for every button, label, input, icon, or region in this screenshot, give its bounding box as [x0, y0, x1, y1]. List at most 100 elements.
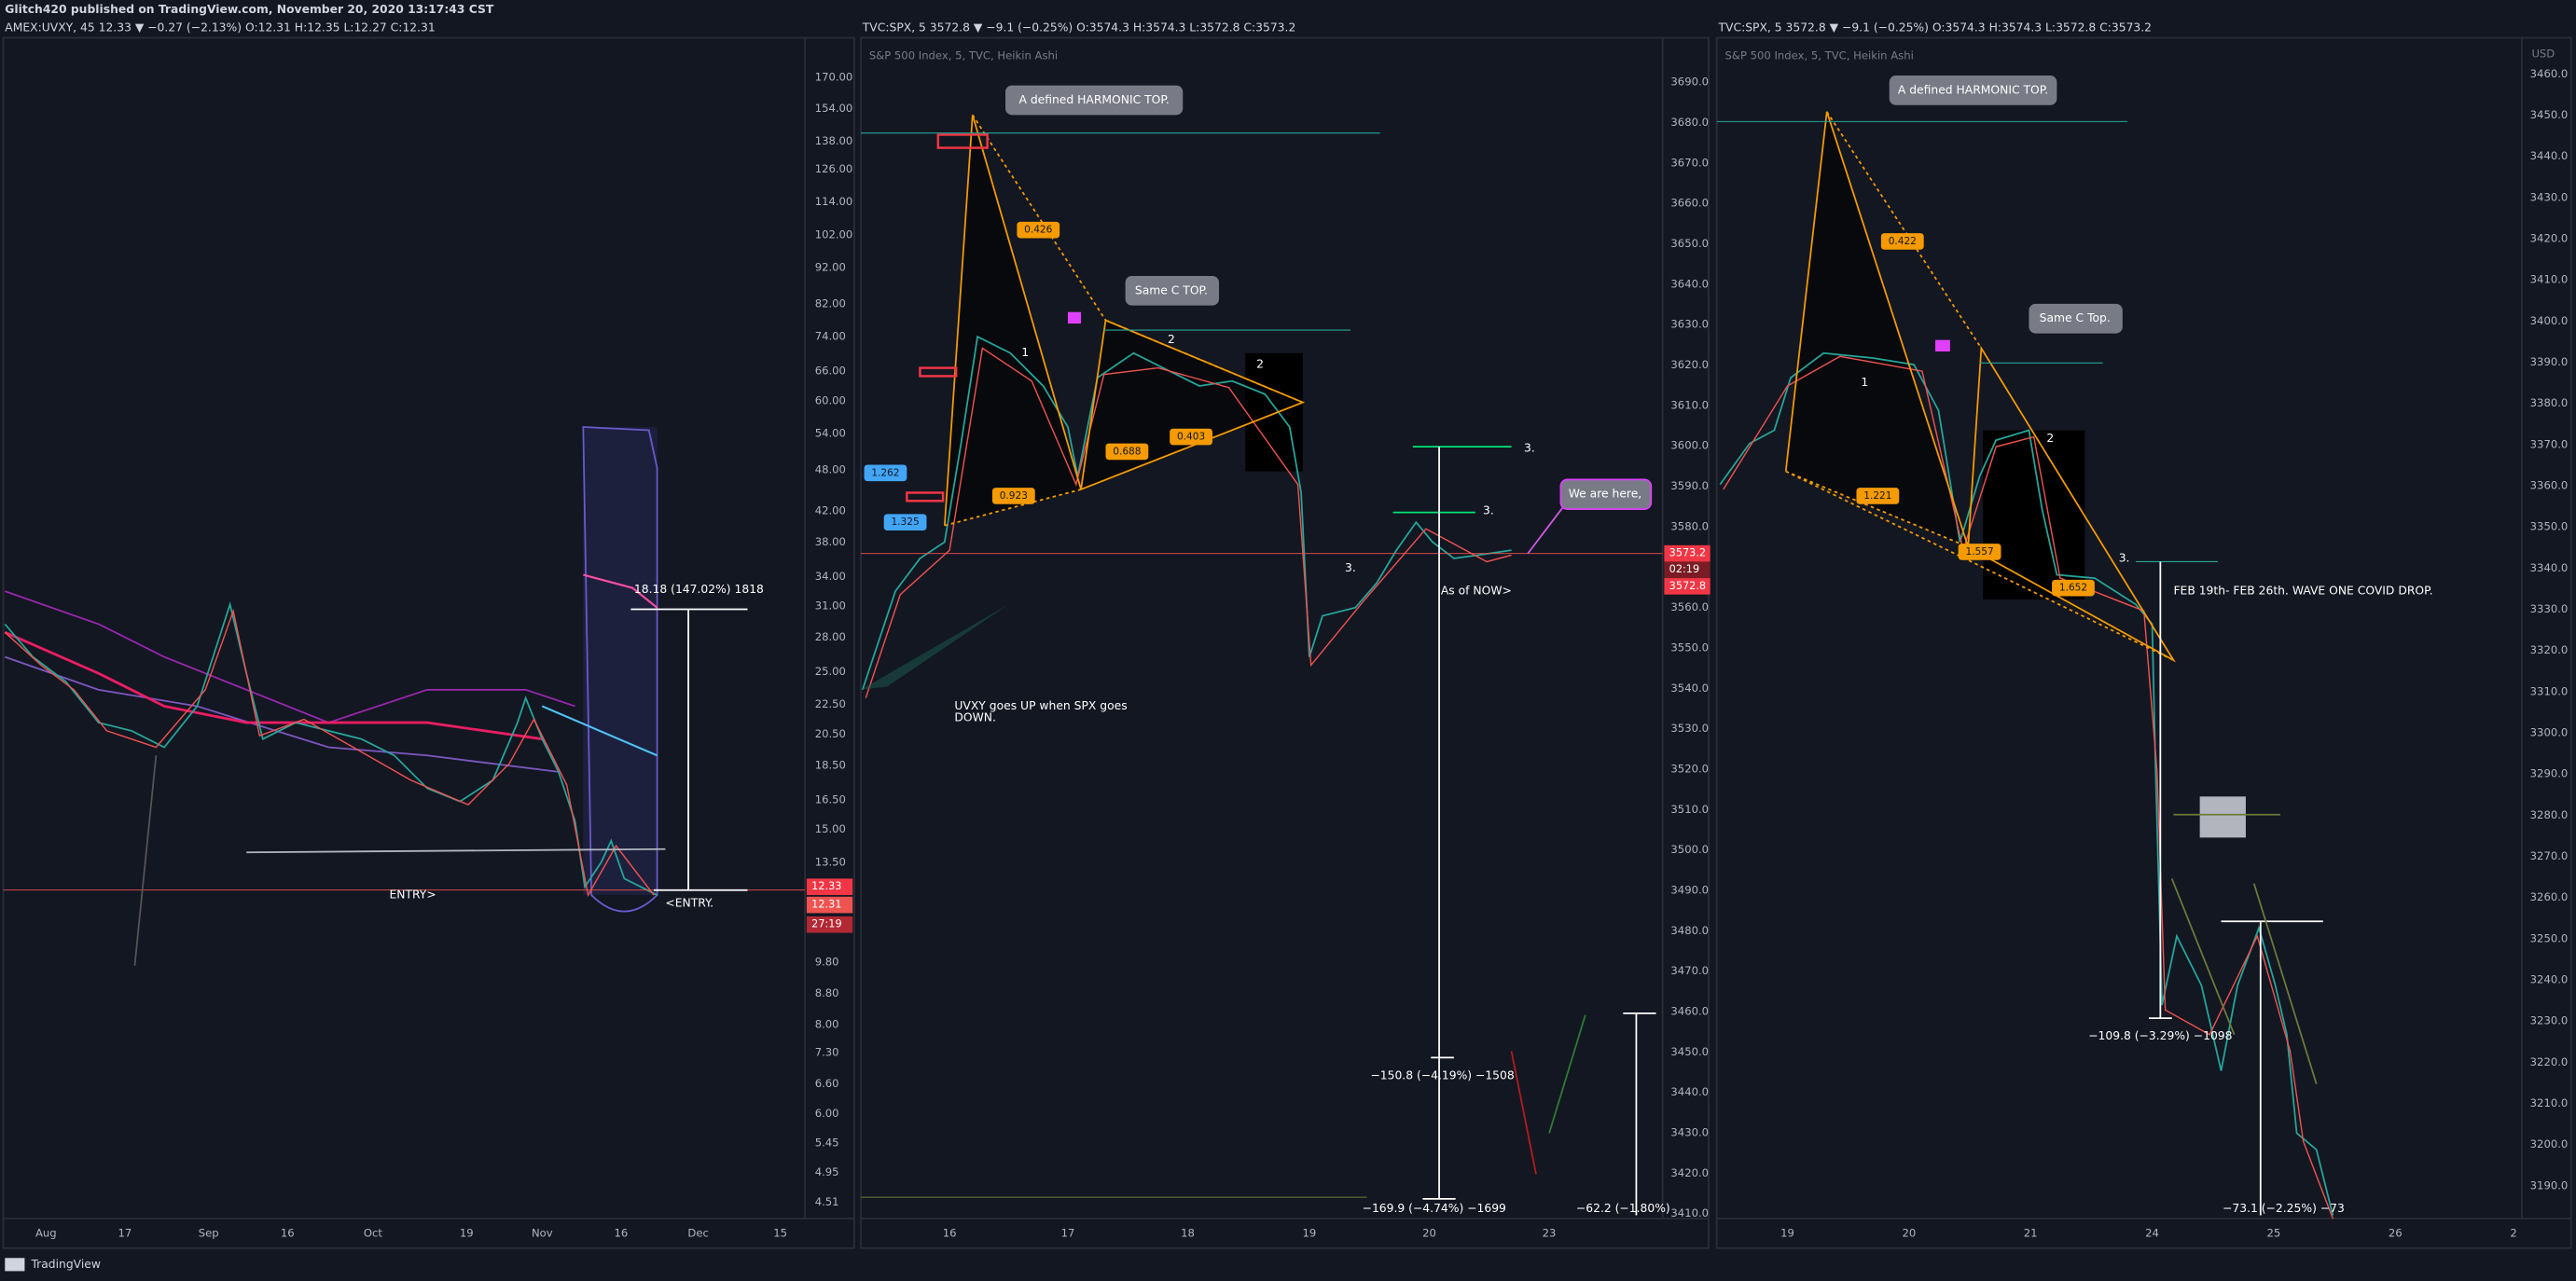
price-axis-label: 3380.0: [2530, 396, 2569, 409]
price-sketch: [865, 347, 1512, 698]
subtitle: S&P 500 Index, 5, TVC, Heikin Ashi: [1725, 48, 1914, 62]
price-axis-label: 3420.0: [1670, 1166, 1709, 1179]
price-axis-label: 31.00: [815, 599, 846, 613]
price-tag: [806, 916, 853, 933]
time-axis-label: Nov: [532, 1226, 553, 1239]
price-tag: [806, 878, 853, 896]
panel-1-drawings: [3, 426, 806, 966]
price-sketch: [4, 600, 658, 896]
panel-frame: [1715, 36, 2572, 1249]
fib-box: [1017, 221, 1060, 239]
marker-box: [936, 133, 989, 149]
price-axis-label: 3430.0: [2530, 190, 2569, 203]
fib-box: [1856, 488, 1900, 504]
price-axis-label: 3420.0: [2530, 231, 2569, 244]
wave-label: 3.: [2119, 551, 2130, 564]
fib-box: [1170, 428, 1212, 446]
level-line: [246, 847, 666, 854]
price-axis-label: 138.00: [815, 134, 853, 147]
price-axis-label: 66.00: [815, 365, 846, 378]
time-axis-label: 16: [614, 1226, 628, 1239]
annotation: As of NOW>: [1441, 585, 1512, 598]
price-axis-label: 4.95: [815, 1165, 839, 1178]
price-axis-label: 3430.0: [1670, 1126, 1709, 1139]
price-axis-label: 3390.0: [2530, 355, 2569, 368]
price-axis-label: 3400.0: [2530, 314, 2569, 327]
wave-label: 2: [1168, 333, 1175, 346]
price-axis-label: 170.00: [815, 70, 853, 83]
arrow: [1510, 1051, 1537, 1175]
price-axis-label: 3450.0: [1670, 1045, 1709, 1058]
projection: [861, 604, 1009, 690]
price-axis-label: 3230.0: [2530, 1014, 2569, 1027]
time-axis-label: Oct: [364, 1226, 383, 1239]
annotation: We are here,: [1569, 488, 1642, 501]
fib-box: [991, 488, 1035, 504]
panel-3-labels: A defined HARMONIC TOP. Same C Top. FEB …: [1889, 76, 2433, 1215]
time-axis-label: 26: [2389, 1226, 2403, 1239]
price-tag: [1664, 544, 1710, 562]
price-axis-label: 6.00: [815, 1107, 839, 1120]
price-axis-label: 7.30: [815, 1046, 839, 1059]
marker-box: [906, 491, 945, 503]
panel-2-drawings: [861, 114, 1663, 1216]
price-axis-label: 13.50: [815, 855, 846, 868]
price-axis-label: 6.60: [815, 1077, 839, 1090]
price-axis-label: 3470.0: [1670, 964, 1709, 977]
annotation: DOWN.: [954, 710, 996, 723]
band: [4, 590, 575, 724]
time-axis-label: 24: [2145, 1226, 2159, 1239]
price-axis-label: 3480.0: [1670, 924, 1709, 937]
panel-frame: [2, 36, 855, 1249]
price-axis-label: 3210.0: [2530, 1096, 2569, 1109]
price-axis-label: 8.80: [815, 986, 839, 999]
price-axis-label: 16.50: [815, 792, 846, 806]
band: [4, 655, 560, 773]
price-axis-label: 34.00: [815, 570, 846, 583]
price-axis-label: 3460.0: [1670, 1005, 1709, 1018]
fib-label: 0.426: [1024, 225, 1052, 236]
fib-label: 0.688: [1113, 446, 1141, 457]
price-axis-label: 38.00: [815, 535, 846, 548]
price-axis-label: 3660.0: [1670, 197, 1709, 210]
price-tag-label: 3573.2: [1669, 547, 1706, 559]
time-axis-label: 15: [773, 1226, 787, 1239]
fib-label: 1.221: [1863, 490, 1891, 502]
price-axis-label: 74.00: [815, 330, 846, 343]
callout: [1559, 478, 1653, 510]
subtitle: S&P 500 Index, 5, TVC, Heikin Ashi: [869, 48, 1058, 62]
annotation: Same C TOP.: [1135, 283, 1208, 296]
time-axis-label: Dec: [687, 1226, 708, 1239]
price-axis-label: 3280.0: [2530, 808, 2569, 821]
price-axis-label: 3580.0: [1670, 519, 1709, 532]
annotation: <ENTRY.: [665, 896, 713, 909]
harmonic-pattern: [1785, 111, 2174, 661]
price-axis-label: 3520.0: [1670, 762, 1709, 775]
price-tag: [1664, 578, 1710, 595]
price-axis-label: 3560.0: [1670, 600, 1709, 613]
time-axis-label: 19: [1303, 1226, 1317, 1239]
time-axis-label: Aug: [35, 1226, 57, 1239]
annotation: −62.2 (−1.80%): [1576, 1202, 1670, 1215]
price-axis-label: 28.00: [815, 630, 846, 643]
price-axis-label: 3510.0: [1670, 803, 1709, 816]
time-axis-label: 16: [943, 1226, 957, 1239]
price-axis-label: 3670.0: [1670, 156, 1709, 169]
marker-box: [919, 366, 958, 378]
price-axis-label: 3300.0: [2530, 725, 2569, 738]
price-axis-label: 3350.0: [2530, 520, 2569, 533]
price-axis-label: 92.00: [815, 261, 846, 274]
moving-average: [583, 573, 658, 609]
callout: [1125, 275, 1220, 306]
fib-box: [1880, 233, 1924, 250]
price-axis-label: 3540.0: [1670, 682, 1709, 695]
wave-label: 1: [1861, 376, 1868, 389]
price-axis-label: 18.50: [815, 758, 846, 771]
time-axis-label: 20: [1422, 1226, 1436, 1239]
price-axis-label: 3200.0: [2530, 1137, 2569, 1150]
wave-label: 1: [1021, 346, 1029, 359]
fib-label: 0.422: [1889, 236, 1917, 247]
fib-box: [883, 514, 927, 530]
